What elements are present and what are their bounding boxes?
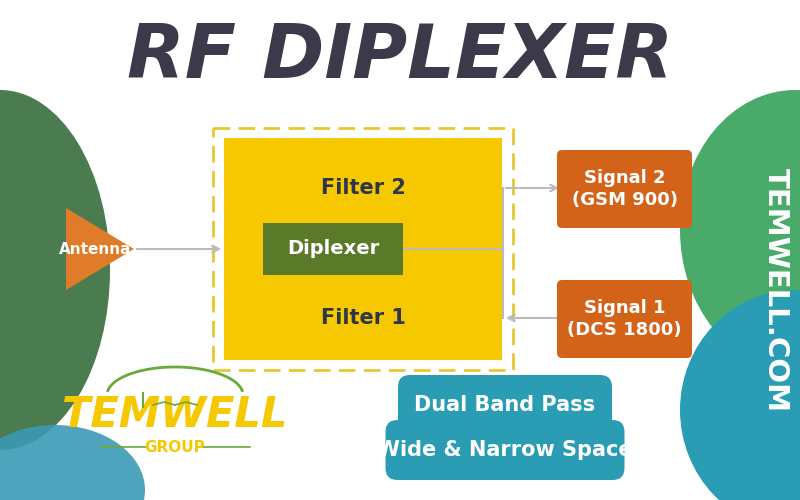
Text: Signal 2
(GSM 900): Signal 2 (GSM 900): [571, 168, 678, 209]
Text: GROUP: GROUP: [145, 440, 206, 454]
FancyBboxPatch shape: [263, 223, 403, 275]
Text: RF DIPLEXER: RF DIPLEXER: [127, 22, 673, 95]
Polygon shape: [66, 208, 134, 290]
Ellipse shape: [0, 425, 145, 500]
Text: Wide & Narrow Space: Wide & Narrow Space: [377, 440, 633, 460]
FancyBboxPatch shape: [557, 280, 692, 358]
Text: Diplexer: Diplexer: [287, 240, 379, 258]
FancyBboxPatch shape: [398, 375, 612, 435]
Text: Signal 1
(DCS 1800): Signal 1 (DCS 1800): [567, 298, 682, 340]
Text: Dual Band Pass: Dual Band Pass: [414, 395, 595, 415]
Ellipse shape: [0, 90, 110, 450]
Ellipse shape: [680, 290, 800, 500]
Text: TEMWELL.COM: TEMWELL.COM: [762, 168, 790, 412]
FancyBboxPatch shape: [386, 420, 625, 480]
Text: TEMWELL: TEMWELL: [62, 394, 288, 436]
Text: Filter 2: Filter 2: [321, 178, 406, 198]
FancyBboxPatch shape: [557, 150, 692, 228]
Ellipse shape: [680, 90, 800, 370]
Text: Filter 1: Filter 1: [321, 308, 406, 328]
Text: Antenna: Antenna: [58, 242, 131, 256]
FancyBboxPatch shape: [224, 138, 502, 360]
